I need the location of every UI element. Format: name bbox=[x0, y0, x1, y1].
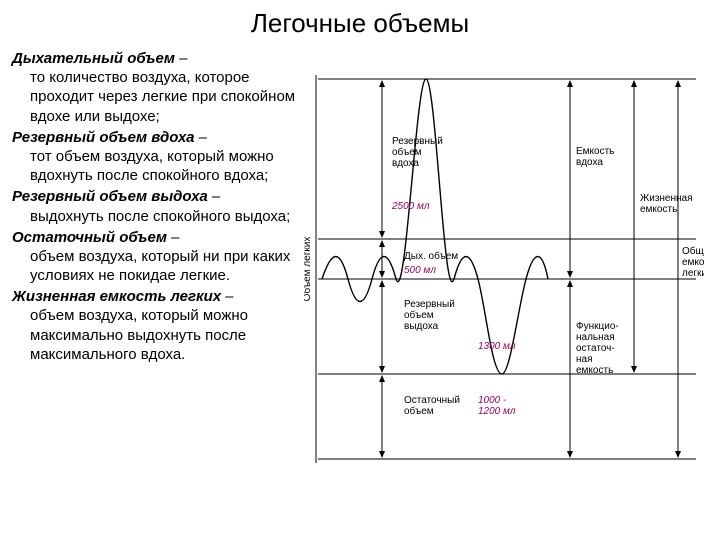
svg-text:Остаточный: Остаточный bbox=[404, 395, 460, 406]
svg-text:Жизненная: Жизненная bbox=[640, 193, 693, 204]
term: Остаточный объем bbox=[12, 229, 167, 246]
svg-text:остаточ-: остаточ- bbox=[576, 343, 615, 354]
svg-text:легких: легких bbox=[682, 268, 704, 279]
svg-text:ная: ная bbox=[576, 354, 593, 365]
definitions-column: Дыхательный объем – то количество воздух… bbox=[0, 45, 300, 535]
definition-text: объем воздуха, который ни при каких усло… bbox=[12, 247, 296, 285]
svg-text:Резервный: Резервный bbox=[404, 299, 455, 310]
svg-text:емкость: емкость bbox=[576, 365, 613, 376]
svg-text:емкость: емкость bbox=[682, 257, 704, 268]
definition-text: тот объем воздуха, который можно вдохнут… bbox=[12, 147, 296, 185]
definition-text: то количество воздуха, которое проходит … bbox=[12, 68, 296, 126]
term: Жизненная емкость легких bbox=[12, 288, 221, 305]
svg-text:объем: объем bbox=[404, 405, 434, 417]
definition-tidal: Дыхательный объем – то количество воздух… bbox=[12, 49, 296, 126]
svg-text:объем: объем bbox=[404, 309, 434, 321]
spirogram-chart: Объем легкихРезервныйобъемвдоха2500 млДы… bbox=[304, 49, 704, 489]
svg-text:емкость: емкость bbox=[640, 204, 677, 215]
svg-text:Дых. объем: Дых. объем bbox=[404, 250, 458, 262]
term: Резервный объем вдоха bbox=[12, 129, 195, 146]
svg-text:Объем легких: Объем легких bbox=[304, 237, 313, 302]
svg-text:500 мл: 500 мл bbox=[404, 265, 436, 276]
svg-text:вдоха: вдоха bbox=[576, 157, 603, 168]
svg-text:Функцио-: Функцио- bbox=[576, 321, 619, 332]
definition-text: выдохнуть после спокойного выдоха; bbox=[12, 207, 296, 226]
definition-rv: Остаточный объем – объем воздуха, которы… bbox=[12, 228, 296, 286]
svg-text:объем: объем bbox=[392, 146, 422, 158]
svg-text:1000 -: 1000 - bbox=[478, 395, 507, 406]
svg-text:Общая: Общая bbox=[682, 245, 704, 257]
svg-text:выдоха: выдоха bbox=[404, 321, 439, 332]
svg-text:Емкость: Емкость bbox=[576, 146, 614, 157]
term: Дыхательный объем bbox=[12, 50, 175, 67]
page-title: Легочные объемы bbox=[0, 0, 720, 45]
definition-irv: Резервный объем вдоха – тот объем воздух… bbox=[12, 128, 296, 186]
chart-column: Объем легкихРезервныйобъемвдоха2500 млДы… bbox=[300, 45, 720, 535]
svg-text:нальная: нальная bbox=[576, 332, 615, 343]
svg-text:Резервный: Резервный bbox=[392, 136, 443, 147]
svg-text:вдоха: вдоха bbox=[392, 158, 419, 169]
svg-text:2500 мл: 2500 мл bbox=[391, 201, 430, 212]
svg-text:1200 мл: 1200 мл bbox=[478, 406, 516, 417]
definition-vc: Жизненная емкость легких – объем воздуха… bbox=[12, 287, 296, 364]
svg-text:1300 мл: 1300 мл bbox=[478, 341, 516, 352]
content-row: Дыхательный объем – то количество воздух… bbox=[0, 45, 720, 535]
term: Резервный объем выдоха bbox=[12, 188, 208, 205]
definition-erv: Резервный объем выдоха – выдохнуть после… bbox=[12, 187, 296, 225]
definition-text: объем воздуха, который можно максимально… bbox=[12, 306, 296, 364]
